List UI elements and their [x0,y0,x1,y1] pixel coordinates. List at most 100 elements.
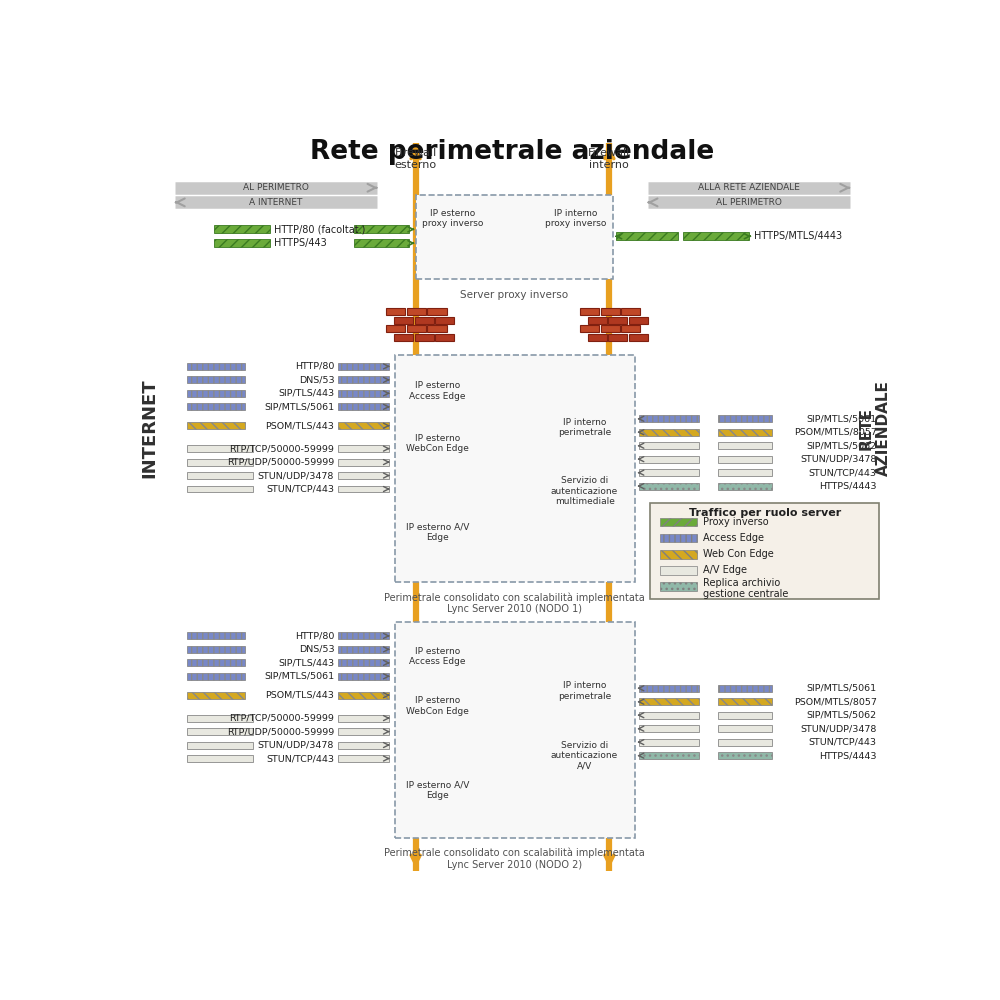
Text: Perimetrale consolidato con scalabilità implementata
Lync Server 2010 (NODO 1): Perimetrale consolidato con scalabilità … [384,592,645,614]
Bar [718,415,772,422]
Text: SIP/MTLS/5061: SIP/MTLS/5061 [807,414,877,423]
Bar [588,334,607,341]
Bar [407,308,426,315]
Bar [639,712,698,719]
Bar [718,483,772,490]
FancyBboxPatch shape [395,622,635,838]
Text: Server proxy inverso: Server proxy inverso [460,290,568,300]
Bar [621,308,640,315]
Bar [435,334,454,341]
Bar [187,692,245,699]
Bar [650,503,879,599]
Bar [394,317,413,324]
Text: INTERNET: INTERNET [141,378,159,478]
Bar [338,363,388,370]
Bar [616,232,678,240]
Text: Servizio di
autenticazione
multimediale: Servizio di autenticazione multimediale [551,476,618,506]
Bar [338,715,388,722]
Bar [621,325,640,332]
Bar [608,317,627,324]
Bar [187,632,245,639]
Bar [639,752,698,759]
Bar [338,390,388,397]
Text: HTTPS/4443: HTTPS/4443 [819,751,877,760]
Bar [718,712,772,719]
Bar [601,308,620,315]
Text: gestione centrale: gestione centrale [703,589,789,599]
Bar [187,472,253,479]
Bar [718,456,772,463]
Text: Servizio di
autenticazione
A/V: Servizio di autenticazione A/V [551,741,618,771]
Bar [338,646,388,653]
Bar [187,459,253,466]
Bar [338,755,388,762]
Text: AL PERIMETRO: AL PERIMETRO [716,198,782,207]
Bar [187,390,245,397]
Text: IP interno
proxy inverso: IP interno proxy inverso [545,209,607,228]
Text: SIP/TLS/443: SIP/TLS/443 [278,658,334,667]
Bar [338,742,388,749]
Text: SIP/MTLS/5062: SIP/MTLS/5062 [807,441,877,450]
Bar [338,376,388,383]
Bar [601,325,620,332]
Text: Web Con Edge: Web Con Edge [703,549,774,559]
Text: PSOM/MTLS/8057: PSOM/MTLS/8057 [794,697,877,706]
Bar [718,698,772,705]
Bar [338,673,388,680]
Bar [660,518,697,526]
Text: Traffico per ruolo server: Traffico per ruolo server [689,508,841,518]
Bar [187,486,253,492]
Bar [718,685,772,692]
Text: RTP/UDP/50000-59999: RTP/UDP/50000-59999 [227,727,334,736]
Text: DNS/53: DNS/53 [299,375,334,384]
Bar [386,308,405,315]
Bar [718,442,772,449]
Bar [660,566,697,575]
Text: SIP/MTLS/5061: SIP/MTLS/5061 [264,672,334,681]
Bar [386,325,405,332]
Text: IP esterno
Access Edge: IP esterno Access Edge [409,381,466,401]
Text: STUN/UDP/3478: STUN/UDP/3478 [800,724,877,733]
Text: RTP/UDP/50000-59999: RTP/UDP/50000-59999 [227,458,334,467]
Text: PSOM/TLS/443: PSOM/TLS/443 [265,421,334,430]
Bar [187,445,253,452]
Text: HTTP/80: HTTP/80 [295,631,334,640]
Text: HTTP/80 (facoltat.): HTTP/80 (facoltat.) [274,224,365,234]
Text: Proxy inverso: Proxy inverso [703,517,769,527]
Bar [718,752,772,759]
Text: IP esterno
proxy inverso: IP esterno proxy inverso [422,209,484,228]
Text: HTTPS/443: HTTPS/443 [274,238,327,248]
Bar [187,728,253,735]
Text: STUN/TCP/443: STUN/TCP/443 [809,468,877,477]
Bar [338,692,388,699]
Bar [338,422,388,429]
Text: IP esterno A/V
Edge: IP esterno A/V Edge [406,522,469,542]
Bar [639,685,698,692]
Bar [338,445,388,452]
Bar [718,725,772,732]
Text: Rete perimetrale aziendale: Rete perimetrale aziendale [310,139,715,165]
Bar [187,646,245,653]
FancyBboxPatch shape [416,195,613,279]
Text: RTP/TCP/50000-59999: RTP/TCP/50000-59999 [229,714,334,723]
Text: IP esterno A/V
Edge: IP esterno A/V Edge [406,781,469,800]
Text: IP interno
perimetrale: IP interno perimetrale [558,418,611,437]
Bar [187,755,253,762]
Bar [187,363,245,370]
Bar [639,469,698,476]
Bar [683,232,749,240]
Text: PSOM/TLS/443: PSOM/TLS/443 [265,691,334,700]
Bar [435,317,454,324]
Bar [354,239,409,247]
Text: ALLA RETE AZIENDALE: ALLA RETE AZIENDALE [698,183,800,192]
Text: PSOM/MTLS/8057: PSOM/MTLS/8057 [794,428,877,437]
Bar [187,403,245,410]
Bar [639,739,698,746]
Text: A INTERNET: A INTERNET [249,198,303,207]
Bar [407,325,426,332]
Bar [427,325,447,332]
Text: HTTPS/4443: HTTPS/4443 [819,482,877,491]
Text: Access Edge: Access Edge [703,533,764,543]
Bar [338,459,388,466]
Bar [639,698,698,705]
